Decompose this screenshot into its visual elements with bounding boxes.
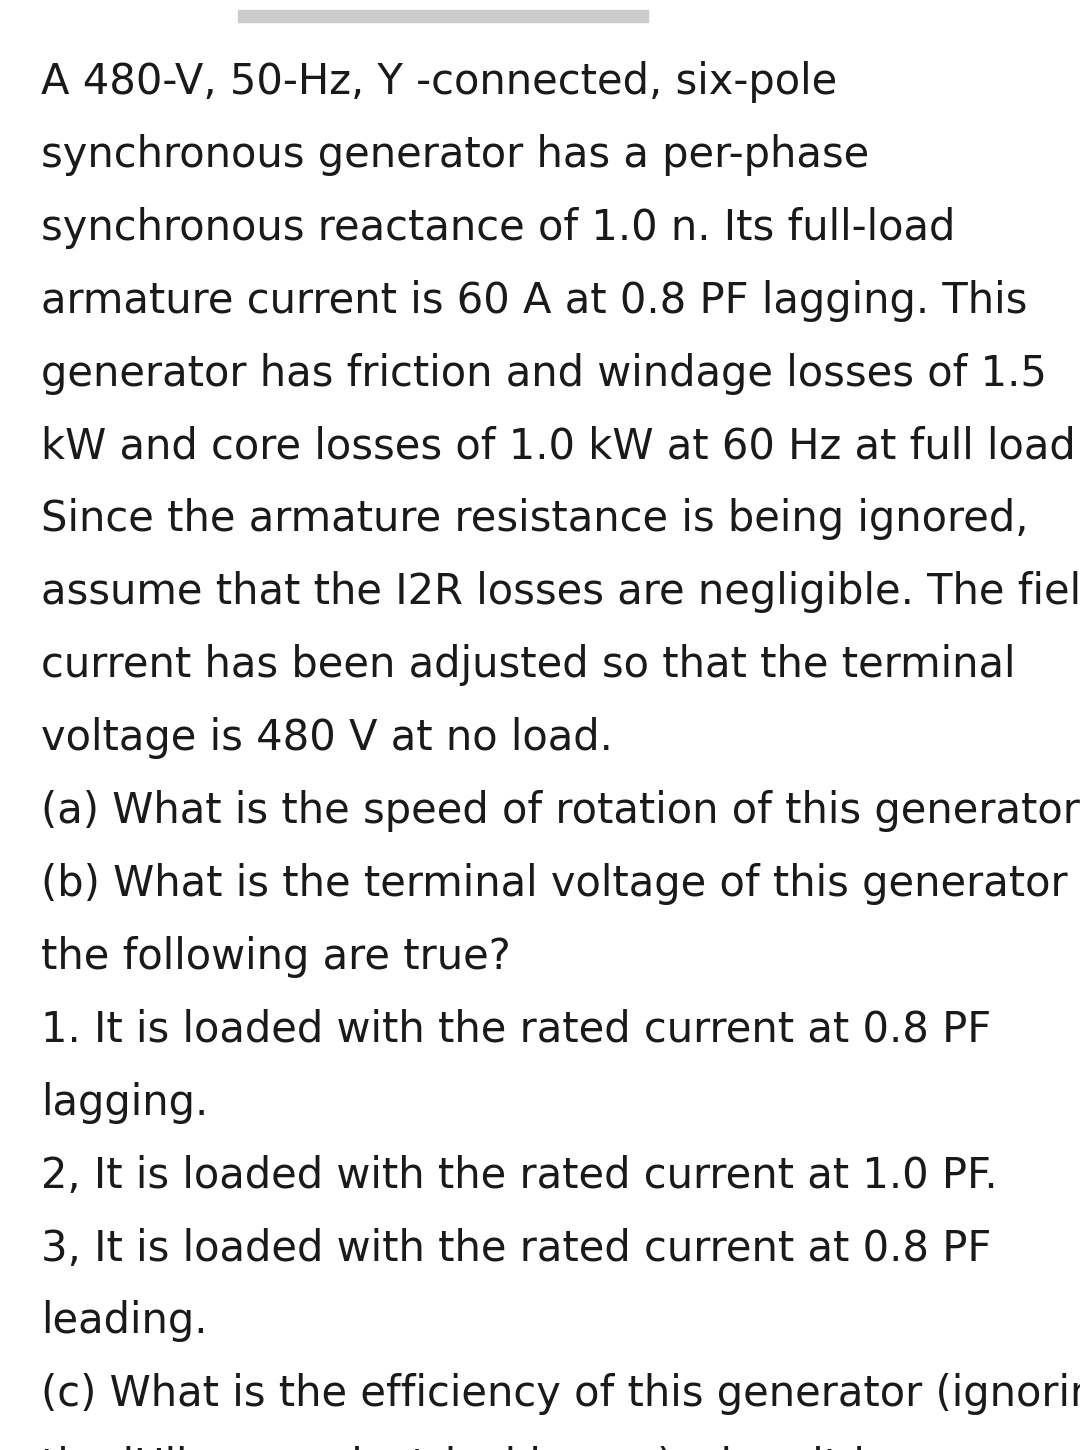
Text: voltage is 480 V at no load.: voltage is 480 V at no load. [41,718,613,760]
Text: armature current is 60 A at 0.8 PF lagging. This: armature current is 60 A at 0.8 PF laggi… [41,280,1027,322]
Text: assume that the I2R losses are negligible. The field: assume that the I2R losses are negligibl… [41,571,1080,613]
Text: the lUlknown electrical losses) when it is: the lUlknown electrical losses) when it … [41,1446,887,1450]
Text: generator has friction and windage losses of 1.5: generator has friction and windage losse… [41,352,1047,394]
Text: 1. It is loaded with the rated current at 0.8 PF: 1. It is loaded with the rated current a… [41,1009,991,1051]
Text: lagging.: lagging. [41,1082,208,1124]
Text: 2, It is loaded with the rated current at 1.0 PF.: 2, It is loaded with the rated current a… [41,1154,998,1196]
Text: kW and core losses of 1.0 kW at 60 Hz at full load.: kW and core losses of 1.0 kW at 60 Hz at… [41,425,1080,467]
Text: Since the armature resistance is being ignored,: Since the armature resistance is being i… [41,499,1028,541]
Text: (a) What is the speed of rotation of this generator?: (a) What is the speed of rotation of thi… [41,790,1080,832]
Text: current has been adjusted so that the terminal: current has been adjusted so that the te… [41,644,1015,686]
Text: the following are true?: the following are true? [41,935,511,977]
Text: leading.: leading. [41,1301,207,1343]
Text: synchronous generator has a per-phase: synchronous generator has a per-phase [41,133,869,175]
Text: 3, It is loaded with the rated current at 0.8 PF: 3, It is loaded with the rated current a… [41,1228,991,1270]
Text: A 480-V, 50-Hz, Y -connected, six-pole: A 480-V, 50-Hz, Y -connected, six-pole [41,61,837,103]
Text: synchronous reactance of 1.0 n. Its full-load: synchronous reactance of 1.0 n. Its full… [41,207,956,249]
Text: (c) What is the efficiency of this generator (ignoring: (c) What is the efficiency of this gener… [41,1373,1080,1415]
Text: (b) What is the terminal voltage of this generator if: (b) What is the terminal voltage of this… [41,863,1080,905]
